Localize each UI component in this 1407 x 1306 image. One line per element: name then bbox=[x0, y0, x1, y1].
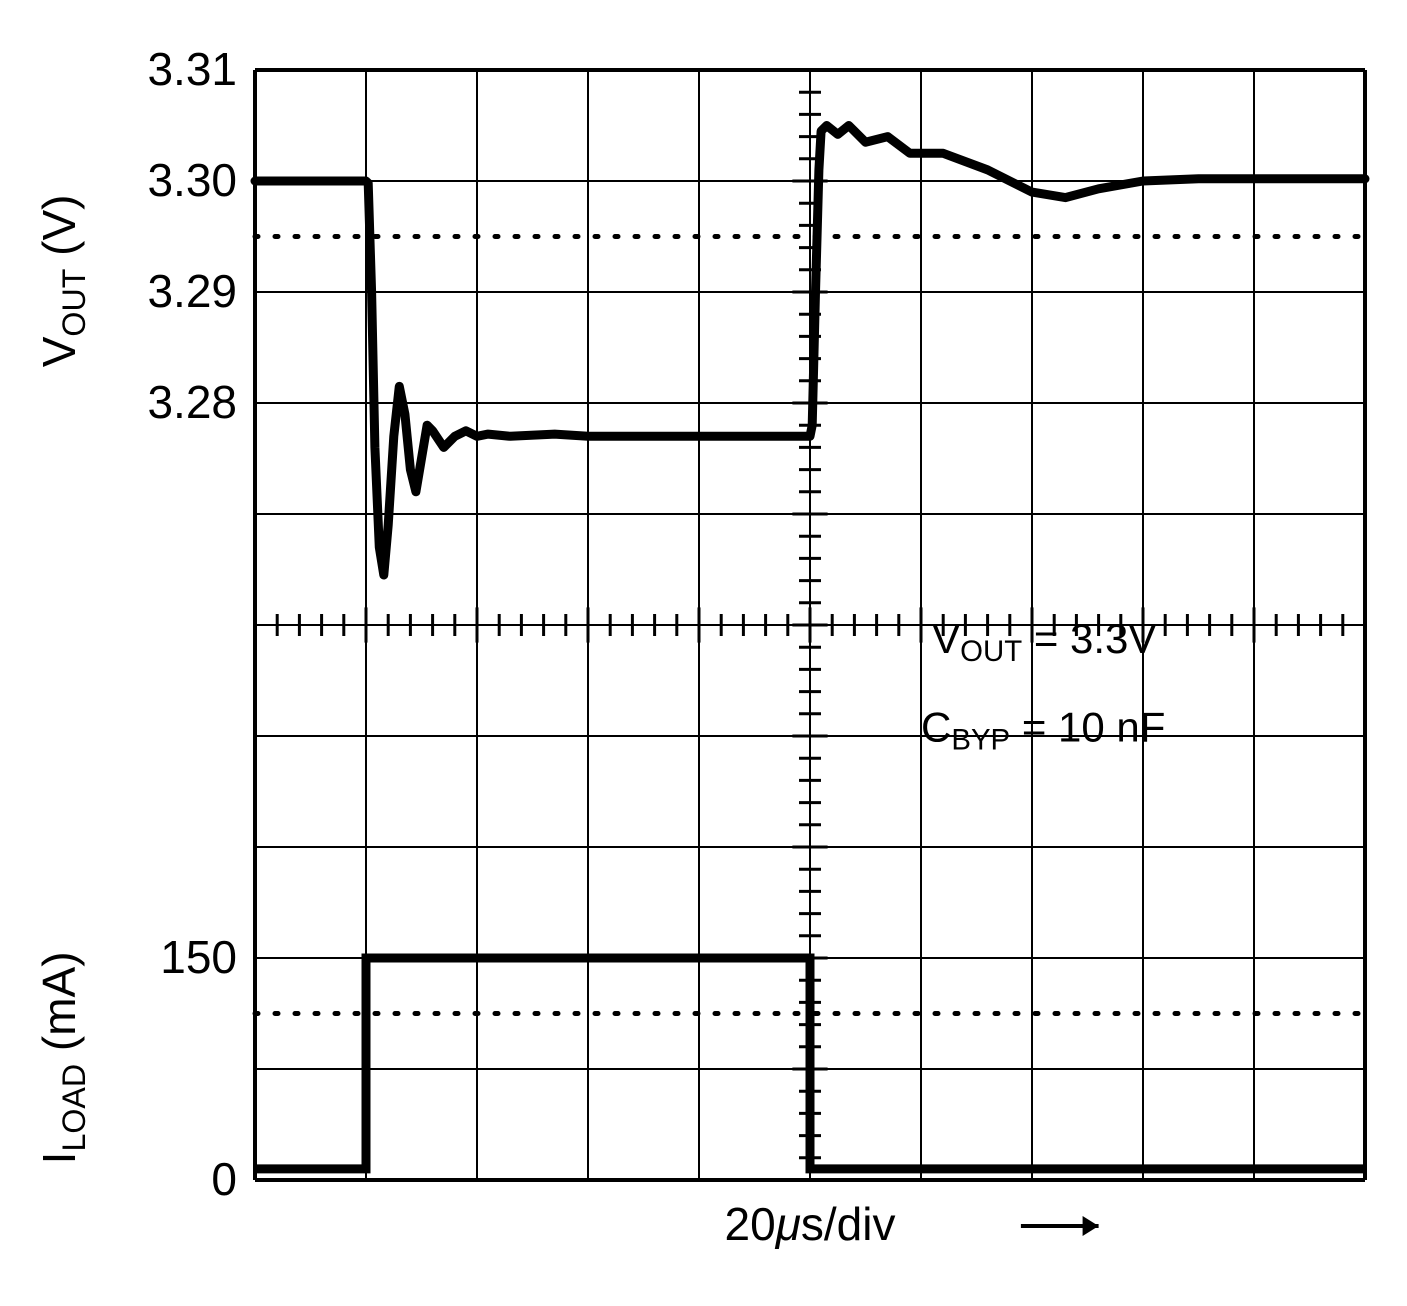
svg-text:VOUT (V): VOUT (V) bbox=[33, 195, 92, 368]
iload-tick-label: 150 bbox=[160, 931, 237, 983]
iload-axis-label: ILOAD (mA) bbox=[33, 951, 92, 1164]
vout-axis-label: VOUT (V) bbox=[33, 195, 92, 368]
scope-svg: 3.31 3.30 3.29 3.28 150 0 VOUT (V) ILOAD (mA) 20… bbox=[20, 20, 1407, 1286]
iload-tick-label: 0 bbox=[211, 1153, 237, 1205]
vout-tick-label: 3.31 bbox=[147, 43, 237, 95]
x-axis-label: 20μs/div bbox=[725, 1198, 896, 1250]
vout-tick-label: 3.30 bbox=[147, 154, 237, 206]
svg-text:ILOAD (mA): ILOAD (mA) bbox=[33, 951, 92, 1164]
vout-tick-label: 3.28 bbox=[147, 376, 237, 428]
oscilloscope-chart: 3.31 3.30 3.29 3.28 150 0 VOUT (V) ILOAD (mA) 20… bbox=[20, 20, 1407, 1286]
iload-trace bbox=[255, 958, 1365, 1169]
vout-tick-label: 3.29 bbox=[147, 265, 237, 317]
annotation-line-1: CBYP = 10 nF bbox=[921, 704, 1165, 757]
x-axis-arrowhead bbox=[1083, 1216, 1099, 1236]
